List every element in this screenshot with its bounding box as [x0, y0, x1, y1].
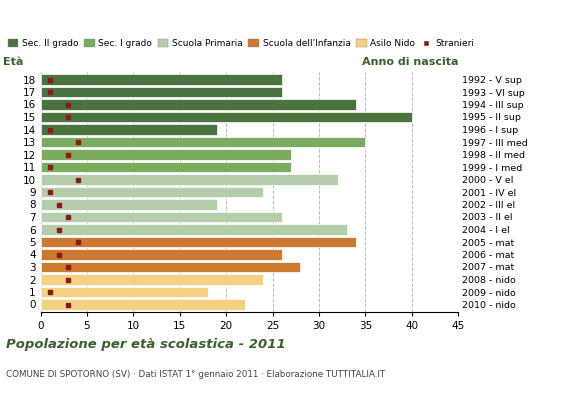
Text: COMUNE DI SPOTORNO (SV) · Dati ISTAT 1° gennaio 2011 · Elaborazione TUTTITALIA.I: COMUNE DI SPOTORNO (SV) · Dati ISTAT 1° … — [6, 370, 385, 379]
Bar — [41, 137, 365, 147]
Bar — [41, 199, 217, 210]
Bar — [41, 299, 245, 310]
Text: Anno di nascita: Anno di nascita — [362, 57, 458, 67]
Bar — [41, 274, 263, 285]
Text: Età: Età — [3, 57, 23, 67]
Bar — [41, 237, 356, 247]
Bar — [41, 162, 291, 172]
Bar — [41, 262, 300, 272]
Bar — [41, 124, 217, 135]
Bar — [41, 99, 356, 110]
Bar — [41, 287, 208, 297]
Bar — [41, 224, 347, 235]
Legend: Sec. II grado, Sec. I grado, Scuola Primaria, Scuola dell'Infanzia, Asilo Nido, : Sec. II grado, Sec. I grado, Scuola Prim… — [8, 39, 474, 48]
Bar — [41, 87, 282, 97]
Bar — [41, 112, 412, 122]
Bar — [41, 174, 338, 185]
Bar — [41, 249, 282, 260]
Bar — [41, 212, 282, 222]
Bar — [41, 74, 282, 85]
Bar — [41, 187, 263, 197]
Text: Popolazione per età scolastica - 2011: Popolazione per età scolastica - 2011 — [6, 338, 285, 351]
Bar — [41, 149, 291, 160]
